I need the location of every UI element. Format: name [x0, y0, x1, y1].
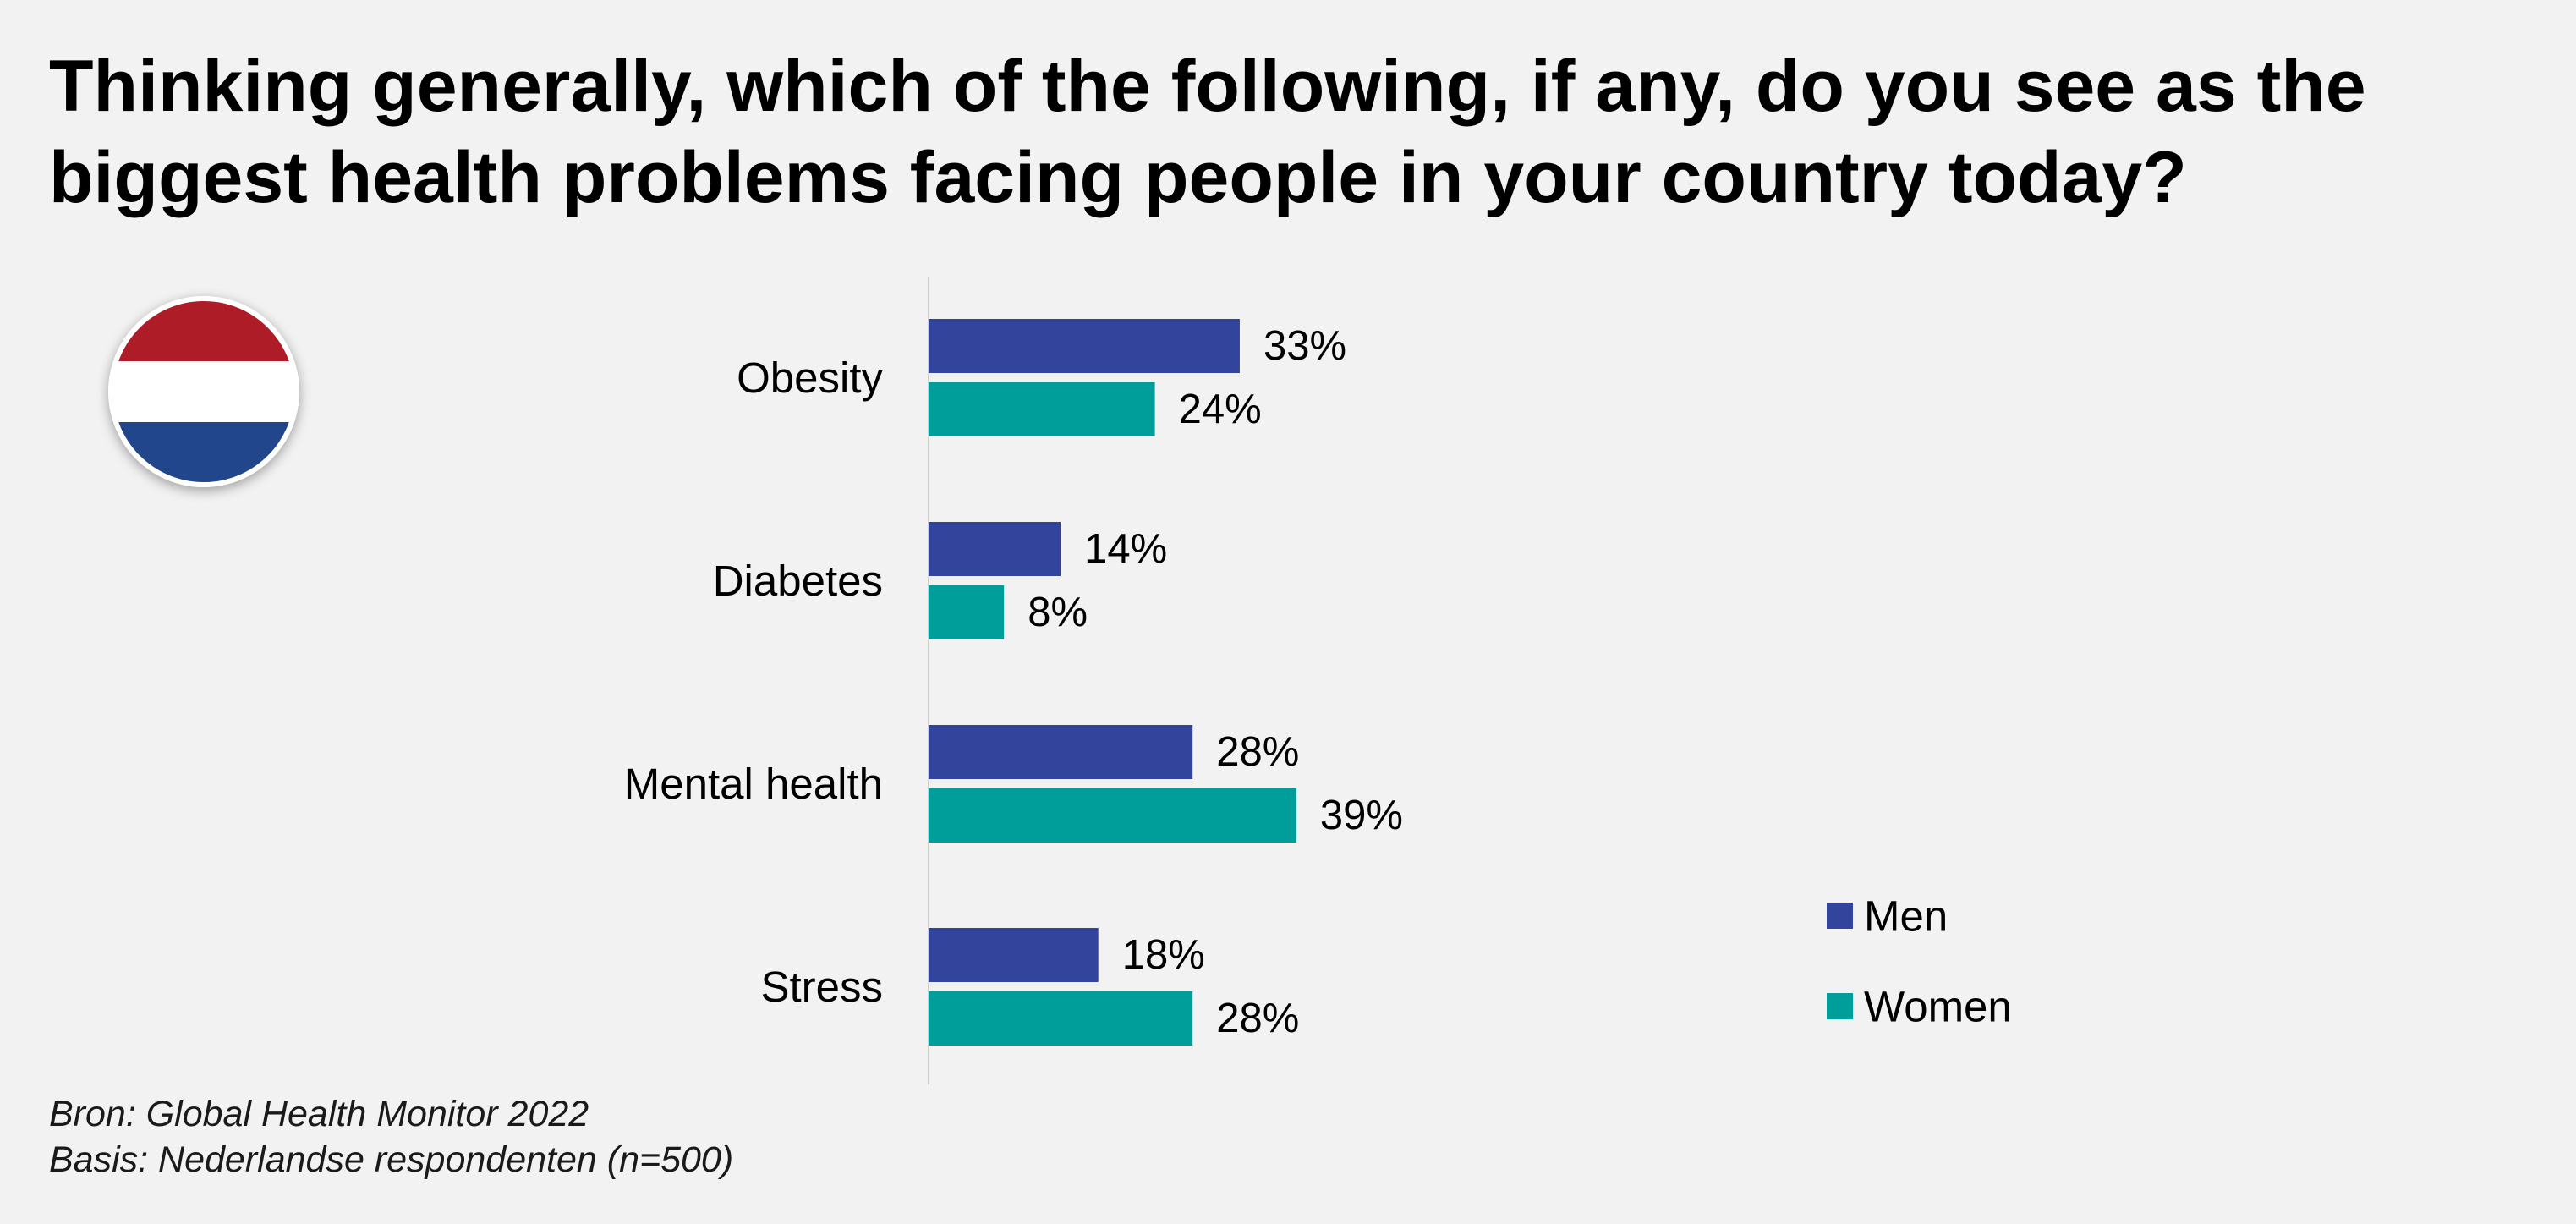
data-label-women: 24% [1179, 387, 1262, 432]
category-label: Stress [760, 963, 883, 1011]
footnote-source: Bron: Global Health Monitor 2022 [49, 1094, 589, 1134]
bar-men [929, 319, 1240, 373]
bar-men [929, 725, 1193, 779]
bar-women [929, 788, 1296, 843]
bar-women [929, 585, 1005, 639]
category-label: Diabetes [713, 557, 883, 605]
data-label-women: 28% [1216, 996, 1299, 1041]
legend-label-women: Women [1864, 983, 2012, 1031]
bar-women [929, 991, 1193, 1046]
legend-swatch-men [1827, 903, 1853, 929]
flag-stripe-white [113, 361, 294, 422]
footnote-base: Basis: Nederlandse respondenten (n=500) [49, 1139, 734, 1180]
data-label-women: 39% [1320, 793, 1403, 838]
legend-swatch-women [1827, 993, 1853, 1019]
data-label-men: 14% [1084, 526, 1167, 572]
data-label-men: 28% [1216, 729, 1299, 775]
chart-title: Thinking generally, which of the followi… [49, 46, 2366, 218]
data-label-men: 33% [1263, 323, 1346, 369]
category-label: Obesity [737, 354, 883, 402]
data-label-men: 18% [1122, 932, 1205, 978]
bar-women [929, 382, 1155, 436]
netherlands-flag-icon [108, 296, 299, 487]
footnote: Bron: Global Health Monitor 2022 Basis: … [49, 1091, 733, 1183]
data-label-women: 8% [1028, 590, 1088, 635]
bar-men [929, 928, 1099, 982]
category-label: Mental health [624, 760, 883, 808]
legend-label-men: Men [1864, 892, 1948, 941]
bar-men [929, 522, 1061, 576]
